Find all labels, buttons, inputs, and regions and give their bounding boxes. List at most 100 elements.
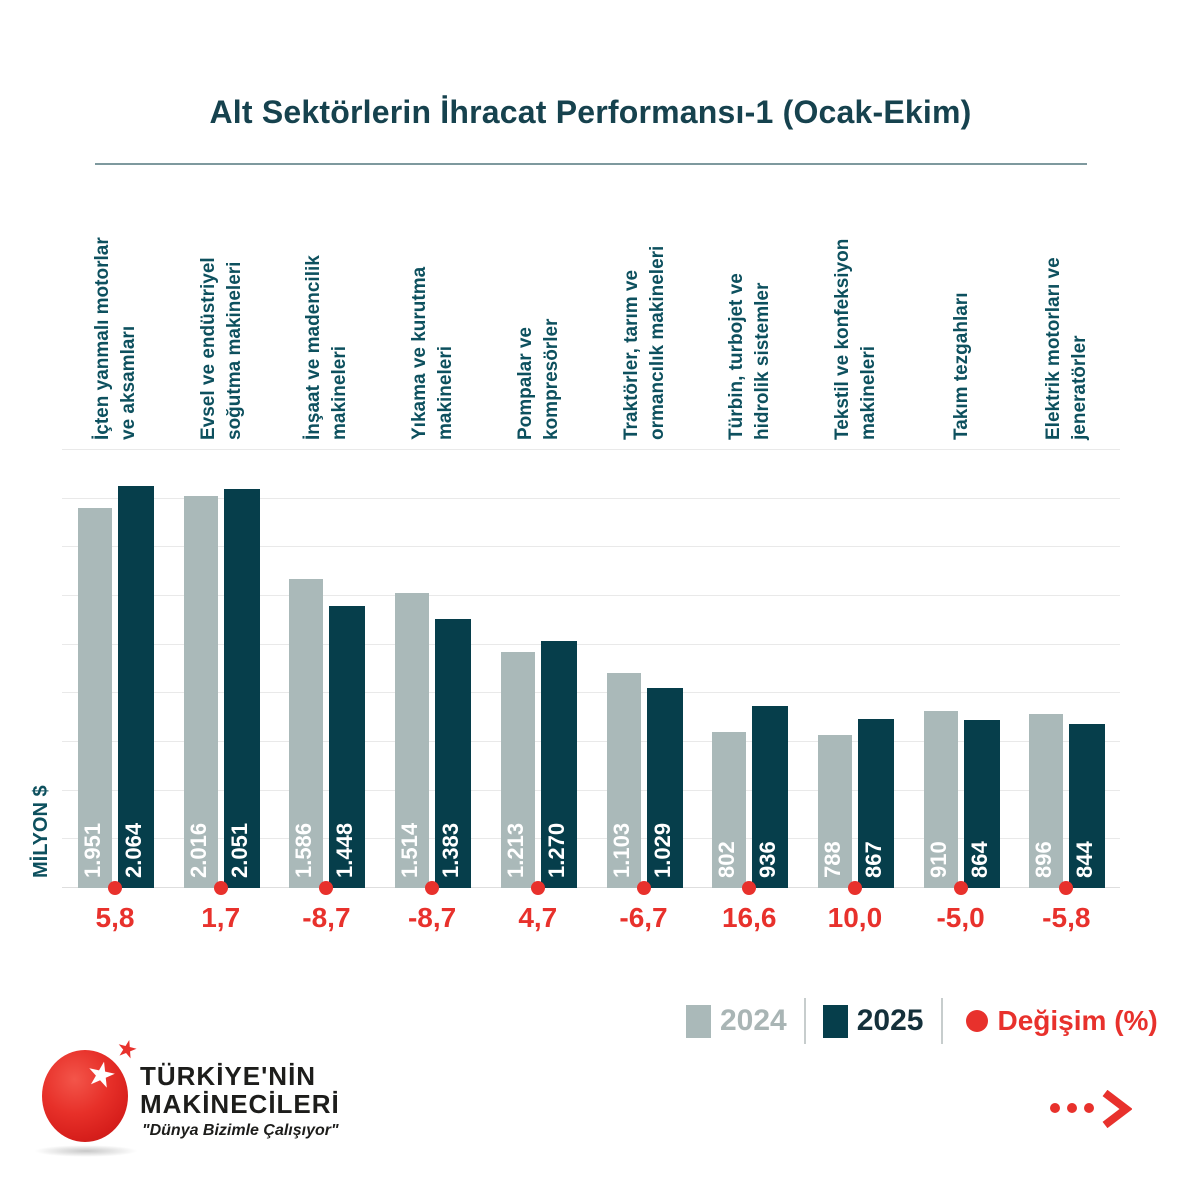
brand-name: TÜRKİYE'NİN MAKİNECİLERİ: [140, 1062, 340, 1118]
bar-group: 1.586 1.448 -8,7: [289, 450, 366, 933]
bar-value-2025: 864: [966, 841, 992, 878]
axis-baseline: [62, 887, 1120, 888]
page-title: Alt Sektörlerin İhracat Performansı-1 (O…: [209, 94, 972, 130]
bar-group: 1.951 2.064 5,8: [78, 450, 154, 933]
change-value: -5,8: [1042, 902, 1091, 933]
bar-2024: 910: [923, 710, 958, 888]
logo-sphere-icon: [42, 1050, 128, 1142]
bar-2025: 1.270: [540, 640, 577, 888]
category-label: İnşaat ve madencilik makineleri: [297, 185, 357, 440]
change-value: -8,7: [407, 902, 457, 933]
legend-label-2024: 2024: [720, 1004, 787, 1037]
title-divider: [95, 163, 1087, 165]
category-label: Traktörler, tarım ve ormancılık makineler…: [615, 185, 675, 440]
logo-shadow: [34, 1145, 138, 1157]
change-dot-icon: [742, 881, 757, 895]
dot-icon: [1067, 1103, 1077, 1113]
brand-logo: ★ ★ TÜRKİYE'NİN MAKİNECİLERİ "Dünya Bizi…: [34, 1034, 382, 1166]
chevron-right-icon: [1102, 1090, 1132, 1129]
category-label: Türbin, turbojet ve hidrolik sistemler: [720, 185, 780, 440]
bar-2025: 844: [1069, 723, 1106, 888]
bar-group: 910 864 -5,0: [923, 450, 1000, 933]
category-labels: İçten yanmalı motorlar ve aksamları Evsel …: [0, 185, 1181, 440]
bar-2024: 802: [712, 731, 747, 888]
bar-value-2024: 910: [925, 841, 951, 878]
legend: 2024 2025 Değişim (%): [686, 998, 1158, 1044]
bar-value-2024: 2.016: [185, 822, 211, 878]
bar-value-2025: 1.029: [649, 822, 675, 878]
bar-2024: 1.103: [606, 673, 641, 888]
category-label-text: İnşaat ve madencilik makineleri: [303, 255, 351, 440]
bar-2024: 788: [817, 734, 852, 888]
category-label-text: Türbin, turbojet ve hidrolik sistemler: [726, 273, 774, 440]
bar-value-2025: 1.448: [332, 822, 358, 878]
change-value: 16,6: [721, 902, 777, 933]
bar-2025: 1.383: [435, 618, 472, 888]
gridline: [62, 595, 1120, 597]
category-label-text: Elektrik motorları ve jeneratörler: [1043, 257, 1091, 440]
change-dot-icon: [847, 881, 862, 895]
brand-line1: TÜRKİYE'NİN: [140, 1061, 317, 1091]
bar-2024: 896: [1029, 713, 1064, 888]
bar-value-2024: 1.586: [291, 822, 317, 878]
bar-group: 896 844 -5,8: [1029, 450, 1106, 933]
gridline: [62, 741, 1120, 743]
red-star-icon: ★: [113, 1033, 141, 1066]
bar-2025: 1.029: [646, 687, 683, 888]
gridline: [62, 449, 1120, 450]
bar-group: 1.103 1.029 -6,7: [606, 450, 683, 933]
bar-value-2025: 936: [755, 841, 781, 878]
plot-area: 1.951 2.064 5,8 2.016 2.051 1,7 1.586 1.448 -8,7…: [62, 449, 1120, 933]
category-label-text: Traktörler, tarım ve ormancılık makineler…: [620, 245, 668, 440]
gridline: [62, 692, 1120, 694]
legend-label-2025: 2025: [856, 1004, 924, 1037]
change-dot-icon: [319, 881, 334, 895]
more-arrow-button[interactable]: [1048, 1090, 1140, 1130]
legend-separator: [803, 998, 806, 1044]
category-label: Pompalar ve kompresörler: [509, 185, 569, 440]
bar-value-2024: 802: [714, 841, 740, 878]
change-dot-icon: [1059, 881, 1074, 895]
change-dot-icon: [425, 881, 440, 895]
dot-icon: [1084, 1103, 1094, 1113]
bar-2024: 1.951: [78, 508, 112, 888]
legend-change-dot-icon: [965, 1010, 988, 1032]
bar-2025: 1.448: [329, 606, 366, 888]
bar-value-2025: 1.383: [438, 822, 464, 878]
change-dot-icon: [213, 881, 228, 895]
bar-value-2025: 1.270: [543, 822, 569, 878]
bar-2025: 867: [857, 719, 894, 888]
category-label-text: Yıkama ve kurutma makineleri: [409, 266, 457, 440]
category-label: Evsel ve endüstriyel soğutma makineleri: [192, 185, 252, 440]
change-value: -6,7: [619, 902, 668, 933]
legend-swatch-2024: [686, 1004, 711, 1038]
brand-line2: MAKİNECİLERİ: [140, 1089, 340, 1119]
brand-slogan: "Dünya Bizimle Çalışıyor": [142, 1122, 339, 1139]
y-axis-label: MİLYON $: [30, 785, 52, 878]
category-label-text: Pompalar ve kompresörler: [514, 318, 562, 440]
bar-2024: 1.213: [500, 651, 535, 888]
bar-value-2024: 1.514: [397, 822, 423, 878]
gridline: [62, 789, 1120, 791]
bar-value-2024: 1.103: [608, 822, 634, 878]
bar-2025: 864: [963, 719, 1000, 888]
category-label: Tekstil ve konfeksiyon makineleri: [826, 185, 886, 440]
change-dot-icon: [953, 881, 968, 895]
change-dot-icon: [108, 881, 122, 895]
bar-2024: 1.514: [395, 593, 430, 888]
bar-group: 2.016 2.051 1,7: [183, 450, 260, 933]
bar-value-2025: 867: [860, 841, 886, 878]
bar-group: 1.213 1.270 4,7: [500, 450, 577, 933]
bar-value-2025: 844: [1072, 841, 1098, 878]
bar-group: 788 867 10,0: [817, 450, 894, 933]
change-value: -5,0: [936, 902, 985, 933]
bar-value-2024: 1.213: [502, 822, 528, 878]
category-label-text: İçten yanmalı motorlar ve aksamları: [92, 237, 139, 440]
change-value: 4,7: [518, 902, 558, 933]
bar-value-2024: 896: [1031, 841, 1057, 878]
bar-2024: 2.016: [183, 495, 218, 888]
bar-2025: 936: [752, 705, 789, 888]
legend-label-change: Değişim (%): [997, 1005, 1158, 1036]
legend-swatch-2025: [822, 1004, 848, 1038]
